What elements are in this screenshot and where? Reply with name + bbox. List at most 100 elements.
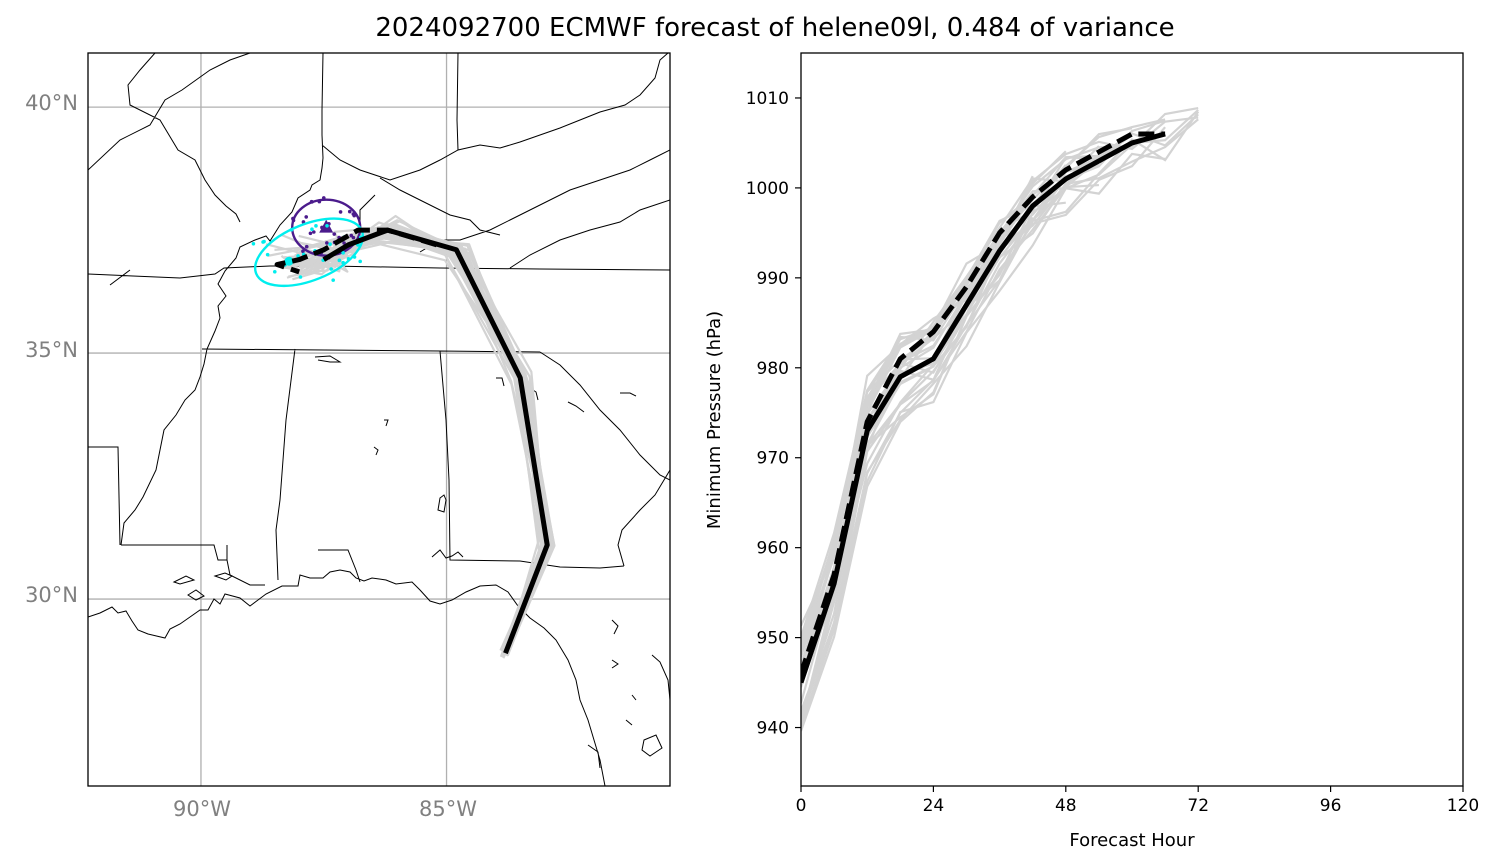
intensity-x-ticks: 0 24 48 72 96 120 <box>796 786 1479 816</box>
map-member-track <box>298 240 552 656</box>
mean-track-solid <box>322 227 550 655</box>
ensemble-position-dot <box>341 251 345 255</box>
intensity-member-line <box>801 107 1199 642</box>
state-borders <box>88 53 670 586</box>
intensity-member-line <box>801 132 1133 723</box>
ensemble-position-dot <box>358 259 362 264</box>
ensemble-position-dot <box>289 227 294 232</box>
ensemble-position-dot <box>308 231 313 236</box>
intensity-member-line <box>801 143 1133 729</box>
mean-track-dashed <box>274 227 438 275</box>
map-member-track <box>281 225 551 656</box>
x-tick-label: 72 <box>1187 796 1209 816</box>
intensity-member-line <box>801 116 1199 676</box>
ensemble-position-dot <box>309 199 314 204</box>
ensemble-position-dot <box>321 196 326 200</box>
y-tick-label: 1000 <box>746 179 789 199</box>
map-member-track <box>295 231 548 651</box>
map-member-track <box>297 236 551 651</box>
ensemble-position-dot <box>291 216 295 221</box>
intensity-mean-dashed <box>801 131 1166 675</box>
lat-tick-35n: 35°N <box>25 338 78 362</box>
ensemble-position-dot <box>296 254 300 258</box>
ensemble-position-dot <box>337 258 342 263</box>
intensity-member-line <box>801 118 1166 638</box>
map-member-track <box>280 229 553 656</box>
lon-tick-85w: 85°W <box>419 797 477 821</box>
intensity-member-line <box>801 111 1200 712</box>
map-member-track <box>288 223 548 656</box>
intensity-ensemble-members <box>801 107 1200 732</box>
y-tick-label: 980 <box>757 359 789 379</box>
x-tick-label: 48 <box>1055 796 1077 816</box>
map-member-track <box>312 234 551 653</box>
map-member-track <box>288 225 551 656</box>
intensity-member-line <box>801 126 1166 732</box>
intensity-panel: 0 24 48 72 96 120 94095096097098099010001010 … <box>704 52 1479 851</box>
intensity-y-ticks: 940 950 960 970 980 990 1000 1010 <box>746 89 801 739</box>
ensemble-position-dot <box>251 241 256 246</box>
ensemble-position-dot <box>332 232 337 236</box>
map-member-track <box>265 239 553 651</box>
y-axis-label: Minimum Pressure (hPa) <box>704 311 725 529</box>
map-member-track <box>301 223 552 653</box>
map-member-track <box>324 240 551 651</box>
intensity-member-line <box>801 113 1199 654</box>
map-mean-tracks <box>274 227 550 655</box>
map-member-track <box>304 228 552 656</box>
ensemble-position-dot <box>272 269 277 274</box>
map-member-track <box>283 228 552 654</box>
intensity-frame <box>800 52 1464 787</box>
map-member-track <box>294 230 547 657</box>
map-member-track <box>301 221 554 657</box>
x-tick-label: 24 <box>923 796 945 816</box>
map-member-track <box>302 232 551 654</box>
ensemble-position-dot <box>304 215 309 219</box>
map-member-track <box>284 240 552 658</box>
map-member-track <box>305 234 546 653</box>
map-member-track <box>297 230 545 656</box>
ensemble-position-dot <box>325 223 329 228</box>
x-tick-label: 0 <box>796 796 807 816</box>
intensity-member-line <box>801 158 1100 723</box>
intensity-member-line <box>801 134 1133 674</box>
map-member-track <box>303 225 546 656</box>
y-tick-label: 960 <box>757 539 789 559</box>
map-member-track <box>285 227 547 655</box>
map-member-track <box>302 228 547 654</box>
map-member-track <box>303 219 554 656</box>
map-member-track <box>298 226 543 653</box>
x-axis-label: Forecast Hour <box>1069 830 1195 851</box>
intensity-member-line <box>801 152 1166 727</box>
ensemble-position-dot <box>346 257 351 261</box>
ensemble-position-dot <box>347 209 352 214</box>
intensity-member-line <box>801 162 1100 688</box>
lat-tick-40n: 40°N <box>25 91 78 115</box>
ensemble-position-dot <box>310 227 314 232</box>
coastline <box>88 355 670 786</box>
ensemble-position-dot <box>329 267 333 271</box>
map-ticks: 90°W 85°W 30°N 35°N 40°N <box>25 91 477 821</box>
y-tick-label: 940 <box>757 719 789 739</box>
map-member-track <box>313 225 551 658</box>
intensity-member-line <box>801 154 1100 678</box>
intensity-member-line <box>801 201 1066 714</box>
map-member-track <box>298 232 556 651</box>
x-tick-label: 120 <box>1447 796 1479 816</box>
map-member-track <box>308 230 553 655</box>
map-member-track <box>303 232 546 652</box>
intensity-member-line <box>801 127 1133 666</box>
y-tick-label: 950 <box>757 629 789 649</box>
y-tick-label: 1010 <box>746 89 789 109</box>
lat-tick-30n: 30°N <box>25 583 78 607</box>
map-member-track <box>299 228 553 653</box>
map-member-track <box>284 240 546 655</box>
ensemble-position-dot <box>314 224 318 228</box>
map-frame <box>87 52 671 787</box>
ensemble-position-dot <box>341 260 345 265</box>
ellipse-center-dot <box>284 256 294 266</box>
intensity-mean-lines <box>801 131 1166 684</box>
ensemble-position-dot <box>349 233 354 238</box>
map-member-track <box>267 236 541 650</box>
